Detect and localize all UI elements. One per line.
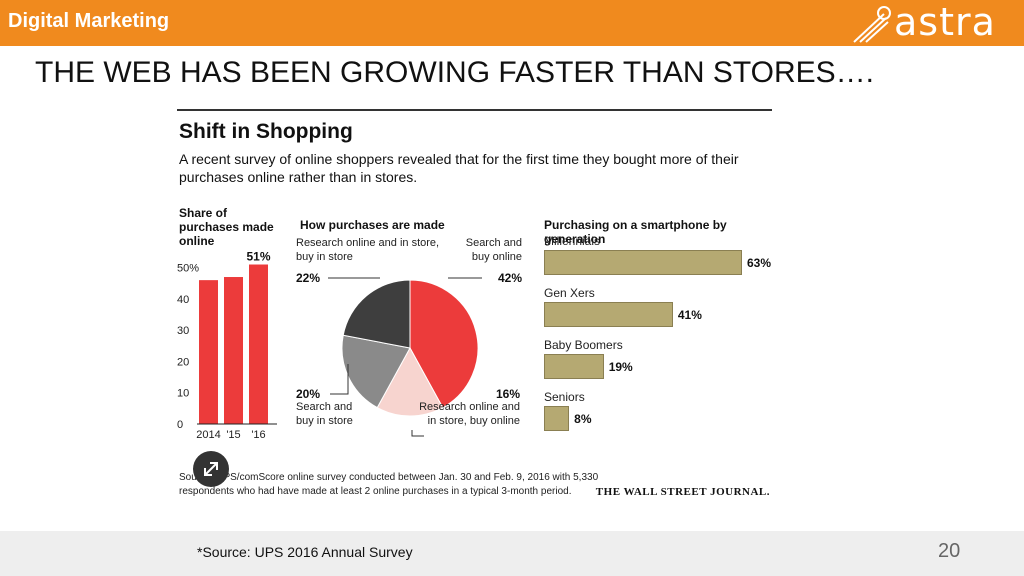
y-tick-label: 10 <box>177 388 189 400</box>
generation-bar <box>544 250 742 275</box>
publisher-credit: THE WALL STREET JOURNAL. <box>595 486 770 498</box>
pie-label: Research online and <box>419 401 520 413</box>
y-tick-label: 20 <box>177 356 189 368</box>
pie-label: in store, buy online <box>428 415 520 427</box>
pie-slice <box>341 334 411 409</box>
figure-subtitle: A recent survey of online shoppers revea… <box>179 151 739 185</box>
footer-source: *Source: UPS 2016 Annual Survey <box>197 544 413 560</box>
pie-label: buy in store <box>296 251 353 263</box>
smartphone-chart-title: Purchasing on a smartphone by generation <box>544 218 727 246</box>
pie-slice <box>342 279 411 349</box>
generation-bar <box>544 406 570 431</box>
pie-slice <box>376 346 444 417</box>
pie-label: Research online and in store, <box>296 237 439 249</box>
figure-title: Shift in Shopping <box>179 120 353 143</box>
share-bar <box>199 280 218 424</box>
generation-bar <box>544 302 673 327</box>
figure-top-rule <box>177 109 772 111</box>
pie-label: Search and <box>466 237 522 249</box>
expand-image-button[interactable] <box>193 451 229 487</box>
y-tick-label: 40 <box>177 294 189 306</box>
share-online-bar-chart: 50% 40 30 20 10 0 2014 '15 '16 51% <box>177 250 277 441</box>
generation-value-label: 8% <box>574 412 592 426</box>
generation-value-label: 63% <box>747 256 772 270</box>
generation-label: Seniors <box>544 390 585 404</box>
y-tick-label: 0 <box>177 419 183 431</box>
smartphone-generation-bar-chart: Millennials 63% Gen Xers 41% Baby Boomers 19%… <box>542 234 772 444</box>
figure-source-note: Source: UPS/comScore online survey condu… <box>179 472 599 497</box>
pie-label: buy in store <box>296 415 353 427</box>
pie-label: buy online <box>472 251 522 263</box>
logo-text: astra <box>894 0 996 44</box>
purchase-method-pie-chart: Search and buy online 42% Research online a… <box>296 237 522 437</box>
pie-label: Search and <box>296 401 352 413</box>
x-tick-label: 2014 <box>196 429 220 441</box>
generation-bar <box>544 354 604 379</box>
pie-value-label: 16% <box>496 387 520 401</box>
pie-value-label: 22% <box>296 271 320 285</box>
header-bar <box>0 0 1024 46</box>
generation-label: Gen Xers <box>544 286 595 300</box>
x-tick-label: '16 <box>251 429 265 441</box>
pie-chart-title: How purchases are made <box>300 218 445 232</box>
pie-leader-line <box>330 364 349 395</box>
pie-slice <box>409 279 479 409</box>
comet-logo-icon <box>853 6 891 43</box>
expand-arrows-icon <box>204 462 218 476</box>
astra-logo: astra <box>850 0 1020 44</box>
generation-label: Baby Boomers <box>544 338 623 352</box>
pie-leader-line <box>411 430 424 437</box>
page-number: 20 <box>938 540 961 562</box>
header-title: Digital Marketing <box>8 10 170 32</box>
y-tick-label: 50% <box>177 263 199 275</box>
pie-value-label: 42% <box>498 271 522 285</box>
footer-bar <box>0 531 1024 576</box>
y-tick-label: 30 <box>177 325 189 337</box>
bar-value-label: 51% <box>246 250 270 264</box>
generation-value-label: 19% <box>608 360 633 374</box>
slide-title: THE WEB HAS BEEN GROWING FASTER THAN STO… <box>35 56 875 89</box>
wsj-figure: Shift in Shopping A recent survey of onl… <box>177 106 772 501</box>
share-bar <box>249 264 268 424</box>
share-bar <box>224 277 243 424</box>
x-tick-label: '15 <box>226 429 240 441</box>
pie-value-label: 20% <box>296 387 320 401</box>
generation-value-label: 41% <box>677 308 702 322</box>
share-chart-title: Share of purchases made online <box>179 206 274 248</box>
generation-label: Millennials <box>544 234 601 248</box>
